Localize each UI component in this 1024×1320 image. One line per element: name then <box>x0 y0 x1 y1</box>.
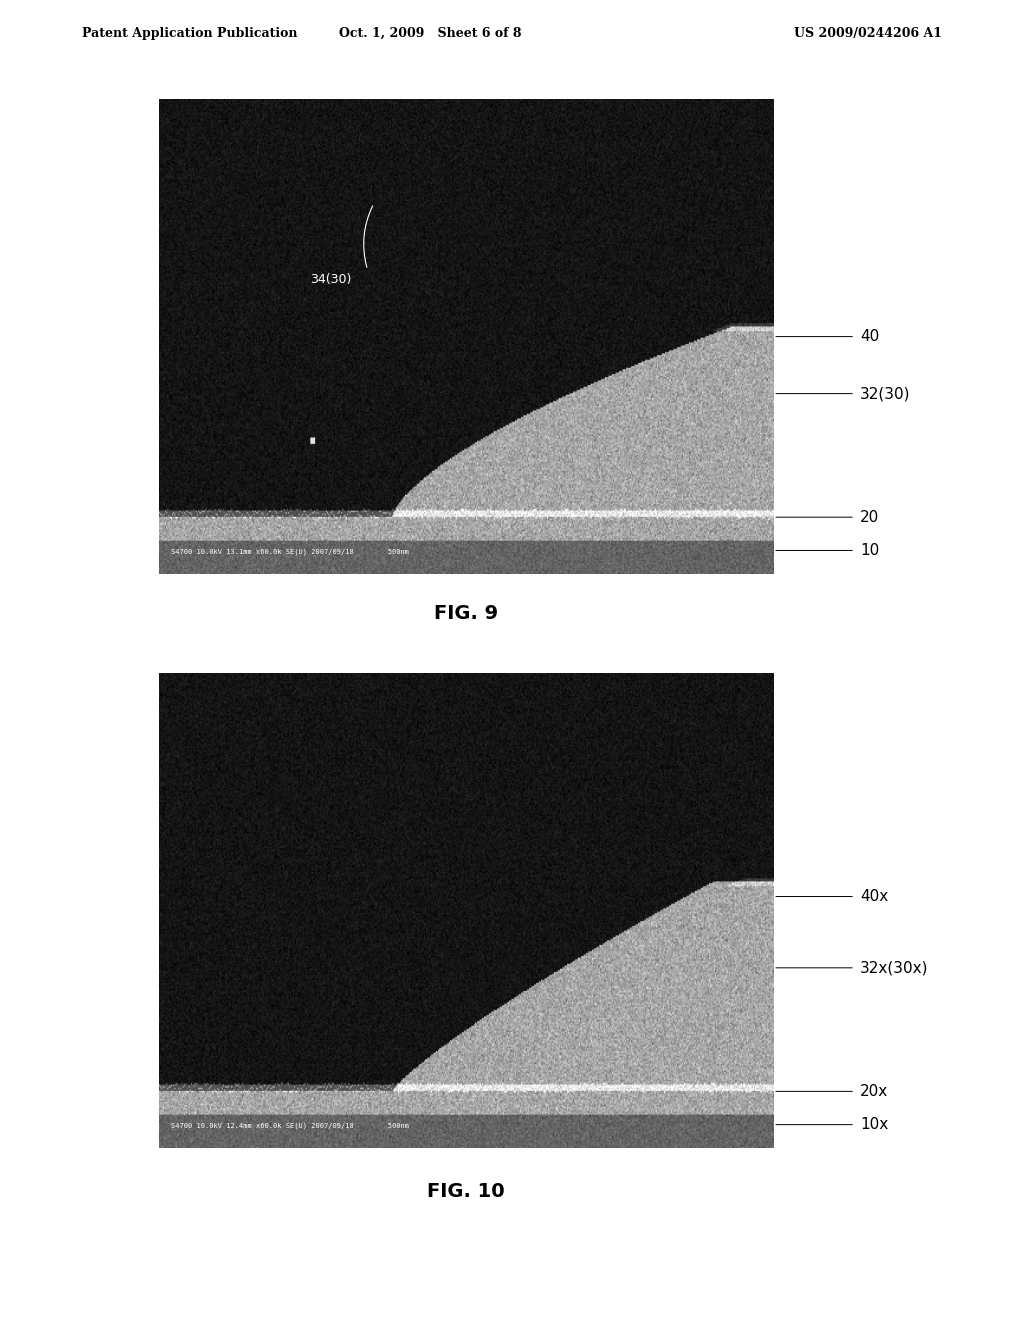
Text: Oct. 1, 2009   Sheet 6 of 8: Oct. 1, 2009 Sheet 6 of 8 <box>339 26 521 40</box>
Text: 34(30): 34(30) <box>310 273 351 286</box>
Text: FIG. 9: FIG. 9 <box>434 605 498 623</box>
Text: S4700 10.0kV 12.4mm x60.0k SE(U) 2007/09/18        500nm: S4700 10.0kV 12.4mm x60.0k SE(U) 2007/09… <box>171 1123 409 1130</box>
Text: US 2009/0244206 A1: US 2009/0244206 A1 <box>794 26 942 40</box>
Text: 40: 40 <box>860 329 880 345</box>
Text: 20: 20 <box>860 510 880 524</box>
Text: 32(30): 32(30) <box>860 387 910 401</box>
Text: 32x(30x): 32x(30x) <box>860 961 929 975</box>
Text: FIG. 10: FIG. 10 <box>427 1183 505 1201</box>
Text: 20x: 20x <box>860 1084 889 1098</box>
Text: 10x: 10x <box>860 1117 889 1133</box>
Text: Patent Application Publication: Patent Application Publication <box>82 26 297 40</box>
Text: 40x: 40x <box>860 890 889 904</box>
Text: 10: 10 <box>860 543 880 558</box>
Text: S4700 10.0kV 13.1mm x60.0k SE(U) 2007/09/18        500nm: S4700 10.0kV 13.1mm x60.0k SE(U) 2007/09… <box>171 549 409 556</box>
